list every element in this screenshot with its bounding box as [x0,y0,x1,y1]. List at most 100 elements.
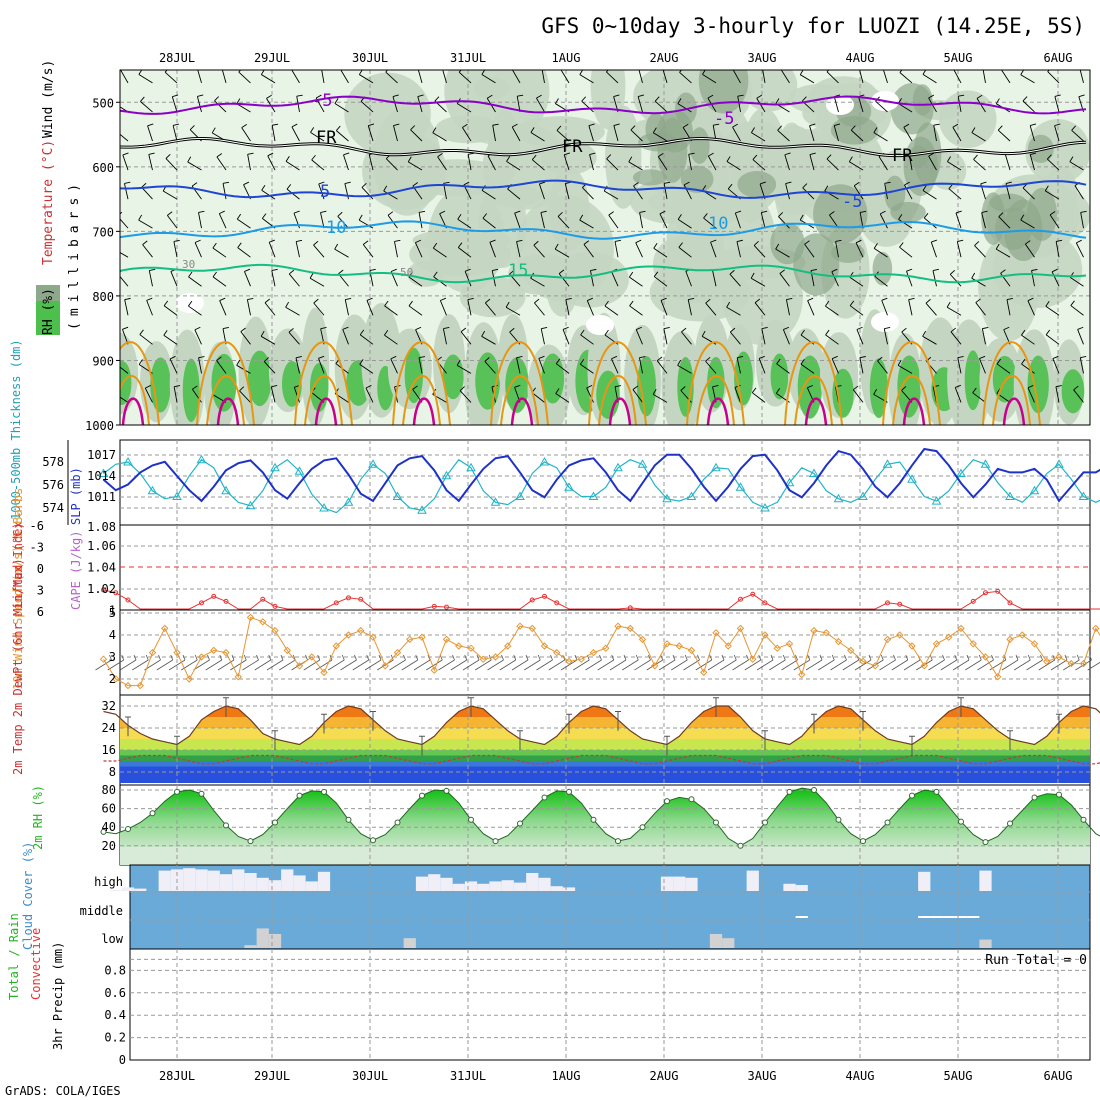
lifted-index-marker [333,600,339,606]
contour-label: FR [316,128,337,148]
lifted-index-marker [995,588,1001,594]
rh-marker [590,816,597,823]
rh-marker [394,819,401,826]
wind-speed-marker [136,681,144,690]
lifted-index-markers [101,587,1013,611]
precip-tick: 0.6 [104,986,126,1000]
wind-barb [205,659,222,671]
wind-speed-marker [320,668,328,677]
ua-ylabel-mb: (millibars) [67,178,82,330]
rh-tick: 20 [102,839,116,853]
contour-orange-inner [402,374,441,425]
thickness-marker [711,462,721,472]
thickness-marker [686,491,697,500]
rh-marker [345,816,352,823]
wind-speed-marker [528,624,536,633]
thickness-tick: 578 [42,455,64,469]
contour-label: 10 [708,214,728,234]
contour-orange-outer [686,341,745,425]
cloud-high-bar [183,868,196,891]
wind-speed-marker [822,629,830,637]
lifted-index-marker [897,601,903,607]
rh-marker [321,788,327,795]
wind-barb [364,659,382,671]
wind-speed-marker [981,653,990,661]
wind-speed-marker [1079,659,1088,668]
rh-2m-area [120,788,1090,847]
cloud-high-bar [195,869,208,891]
date-top-30jul: 30JUL [352,51,388,65]
wind-speed-marker [834,637,843,646]
cloud-ylabel: Cloud Cover (%) [21,842,35,950]
wind-tick: 5 [109,606,116,620]
wind-barb [830,659,847,671]
temp-tick: 32 [102,699,116,713]
contour-orange-outer [784,341,843,425]
contour-label: 30 [182,258,195,271]
wind-barb [977,659,994,671]
contour-magenta [902,397,926,425]
cloud-level-middle: middle [80,904,123,918]
rh-marker [982,839,989,846]
temp-band [120,739,1090,750]
wind-barb [254,659,271,671]
date-bottom-1aug: 1AUG [552,1069,581,1083]
wind-barb [695,659,712,671]
cloud-cover-panel: high middle low Cloud Cover (%) [21,842,1091,950]
lifted-index-marker [431,603,437,609]
wind-speed-marker [969,640,977,648]
contour-magenta [412,397,436,425]
date-top-2aug: 2AUG [650,51,679,65]
rh-marker [639,824,646,831]
thickness-marker [637,459,648,468]
lifted-ylabel: Lifted Index [11,521,25,608]
contour-orange-inner [500,374,539,425]
contour-magenta [804,397,828,425]
cloud-low-bar [979,939,992,948]
wind-barb [193,659,210,671]
rh-marker [100,828,107,835]
wind-barb [242,659,259,671]
thickness-marker [1078,491,1089,500]
rh-marker [884,819,891,826]
contour-orange-inner [696,374,735,425]
thickness-marker [319,502,329,512]
rh-marker [664,798,670,805]
upper-air-panel: -5 -5 FR FR FR 5 -5 10 10 15 30 50 500 600 700 800 900 1… [36,60,1091,433]
date-bottom-31jul: 31JUL [450,1069,486,1083]
temp-band [120,728,1090,739]
cloud-high-bar [305,881,318,891]
cloud-level-high: high [94,875,123,889]
wind-speed-marker [283,646,291,655]
thickness-marker [784,477,795,487]
wind-speed-marker [259,618,267,626]
cloud-high-bar [428,874,441,891]
contour-magenta [121,397,145,425]
wind-barb [671,659,688,671]
wind-barb [683,659,700,671]
thickness-marker [294,466,305,475]
wind-speed-marker [1055,653,1063,661]
lifted-index-marker [762,600,768,606]
wind-barb [1063,659,1080,671]
cloud-high-bar [538,877,551,891]
chart-title: GFS 0~10day 3-hourly for LUOZI (14.25E, … [541,14,1085,38]
cloud-high-bar [232,869,245,891]
rh-marker [713,819,719,826]
wind-barb [1014,659,1031,671]
wind-barb [756,659,774,671]
cloud-mid-bar [930,916,943,918]
thickness-ylabel: 1000-500mb Thickness (dm) [9,339,23,520]
run-total-label: Run Total = 0 [985,953,1087,968]
precip-tick: 0.8 [104,963,126,977]
thickness-tick: 574 [42,501,64,515]
lifted-index-marker [1007,600,1013,606]
wind-barb [107,659,124,671]
contour-magenta [510,397,534,425]
temp2m-ylabel: 2m Temp 2m DewPt (6hr Min/Max) (°C) [11,522,25,775]
rh-marker [468,816,474,823]
ua-ylabel-rh: RH (%) [41,288,56,335]
lifted-tick: 0 [37,562,44,576]
wind-speed-marker [406,635,414,644]
wind-barb [279,659,296,671]
